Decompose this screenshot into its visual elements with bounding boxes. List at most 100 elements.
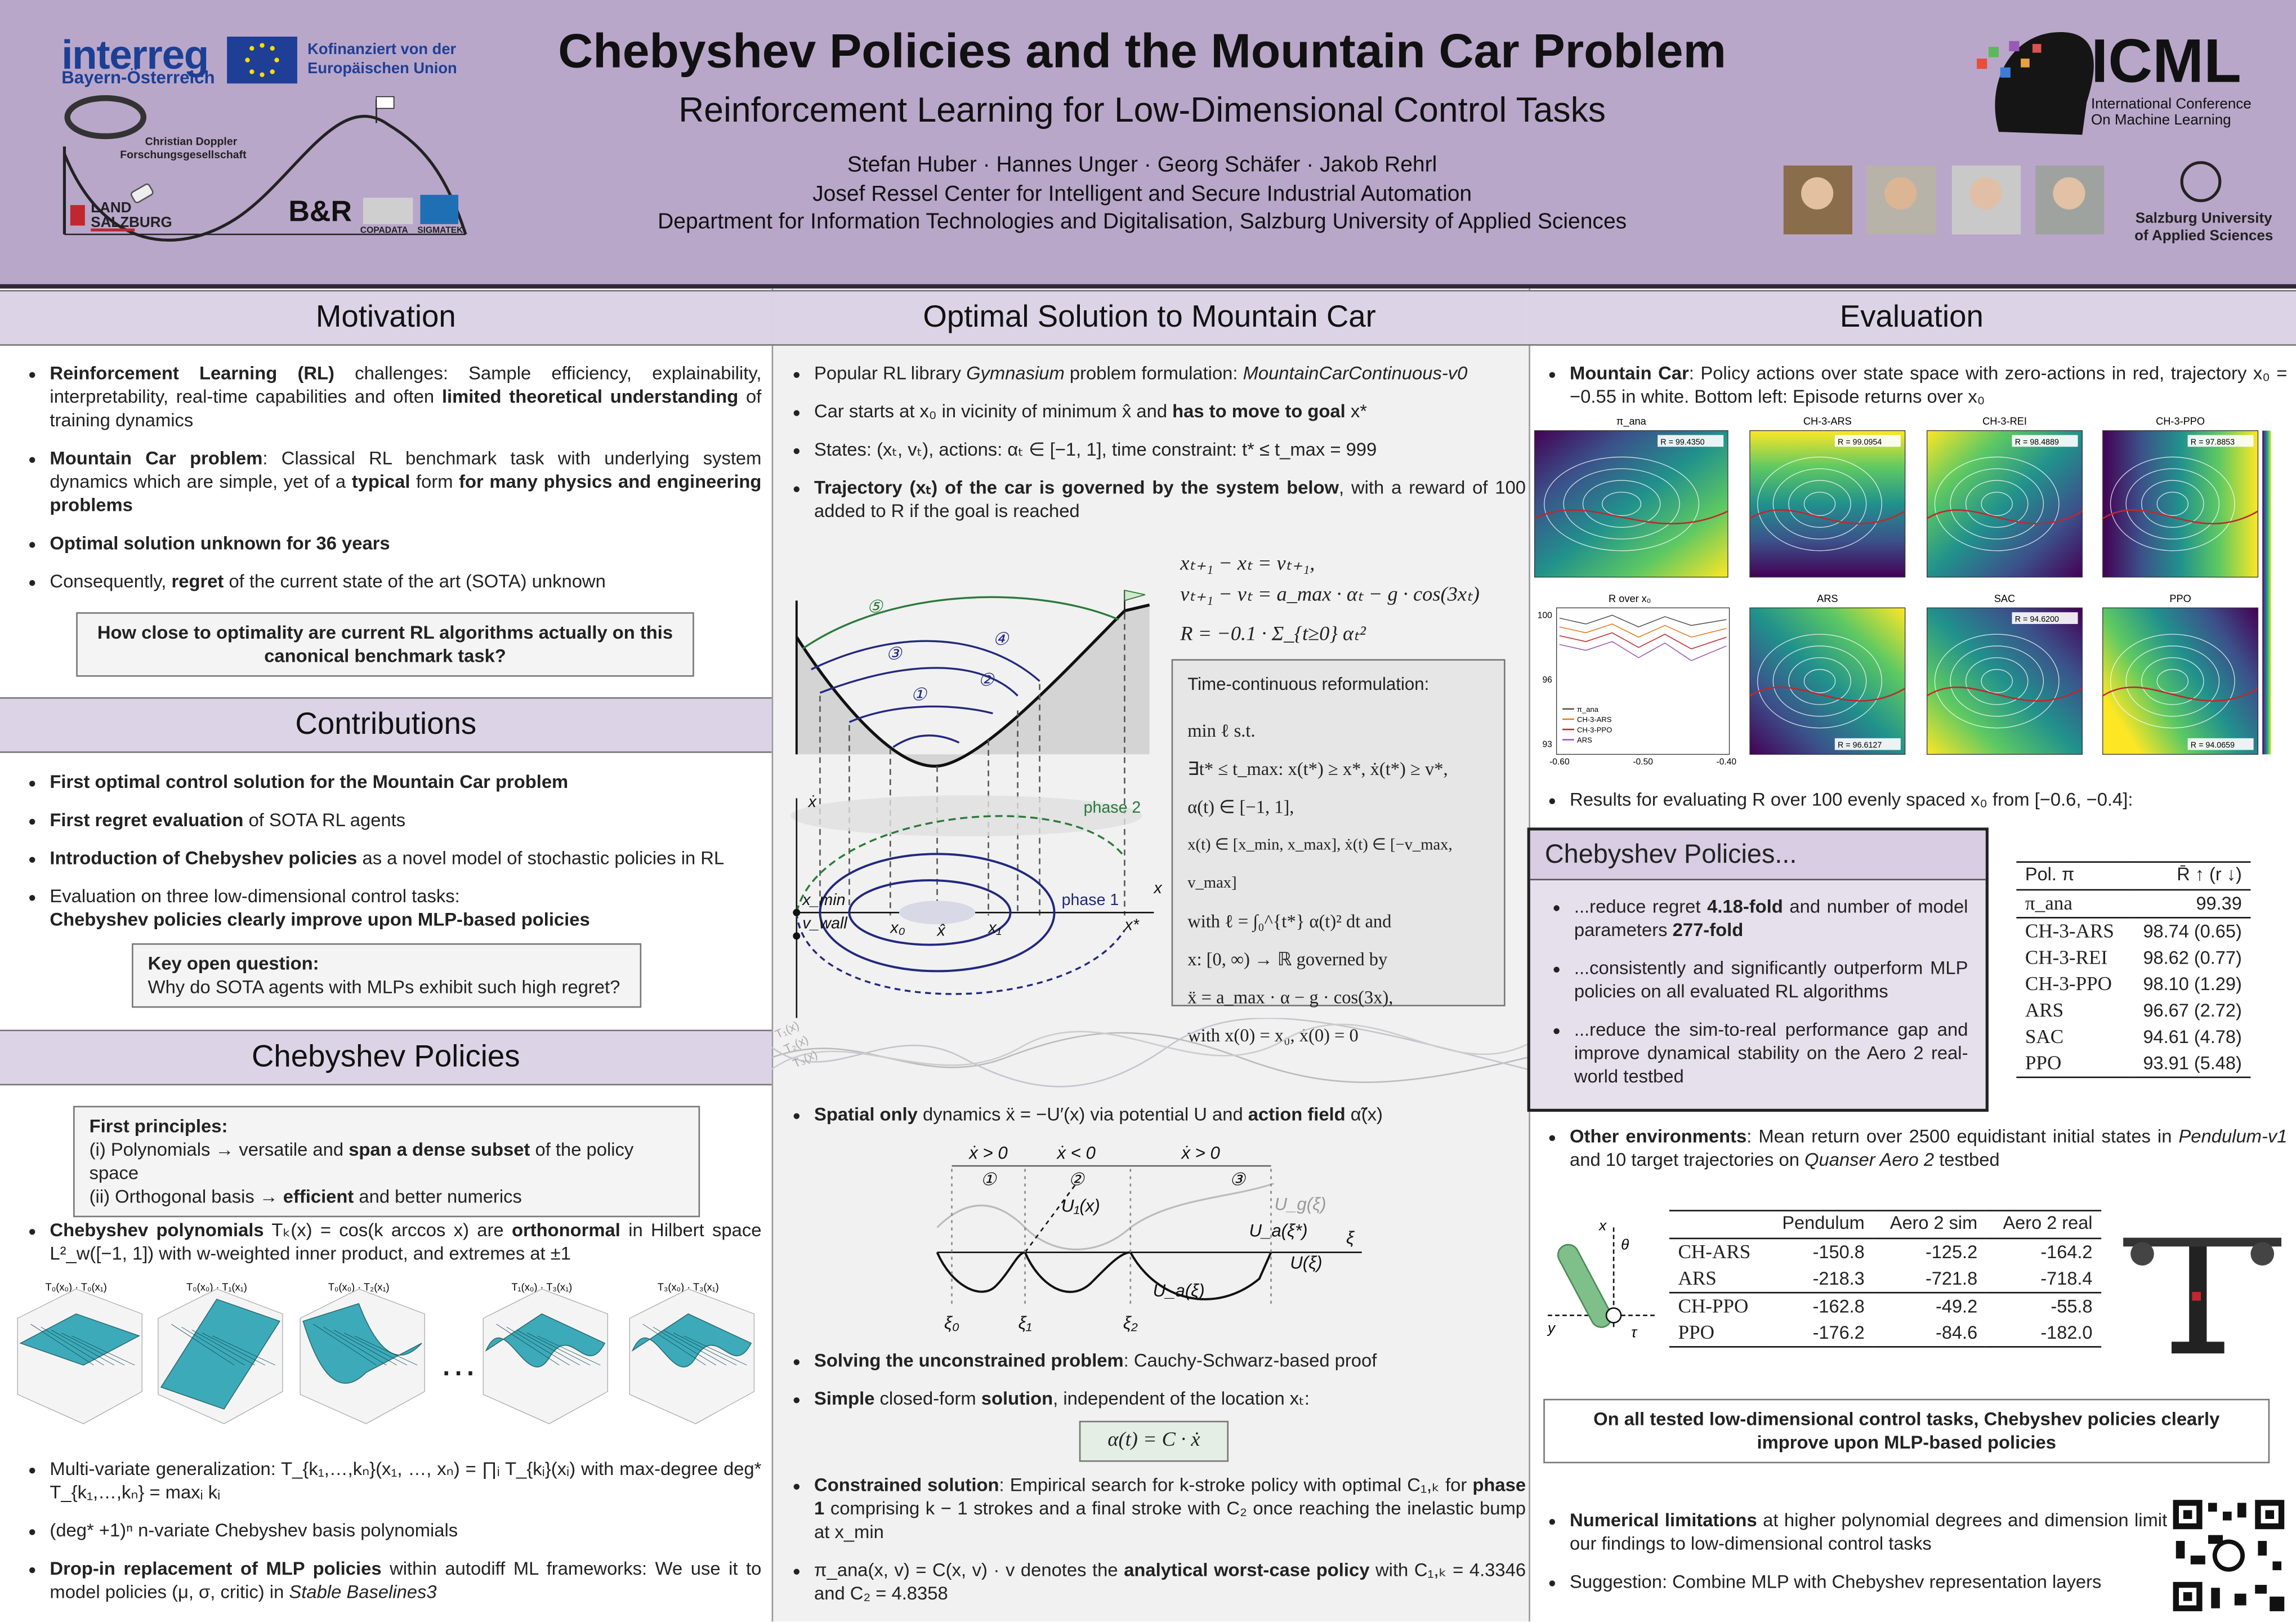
legend-label: ARS — [1577, 736, 1592, 745]
phase-2-path — [796, 815, 1125, 913]
bullet-list: First optimal control solution for the M… — [29, 770, 761, 946]
table-cell: π_ana — [2016, 889, 2129, 918]
figure-label: U(ξ) — [1290, 1253, 1322, 1273]
text-segment: States: (xₜ, vₜ), actions: αₜ ∈ [−1, 1],… — [814, 439, 1377, 460]
trajectory — [1772, 645, 1867, 717]
text-segment: Pendulum-v1 — [2178, 1126, 2288, 1147]
text-segment: and better numerics — [354, 1186, 522, 1207]
zero-action — [1749, 509, 1906, 525]
bullet: Mountain Car problem: Classical RL bench… — [50, 447, 761, 517]
text-segment: Evaluation on three low-dimensional cont… — [50, 886, 460, 907]
table-cell: -150.8 — [1766, 1237, 1874, 1266]
bullet: Mountain Car: Policy actions over state … — [1570, 362, 2287, 408]
bullet-list: Chebyshev polynomials Tₖ(x) = cos(k arcc… — [29, 1219, 761, 1280]
zero-action — [1926, 509, 2083, 525]
table-row: CH-3-PPO 98.10 (1.29) — [2016, 971, 2250, 997]
surface-grid — [527, 1333, 591, 1366]
trajectory — [1544, 456, 1700, 551]
table-row: CH-ARS -150.8 -125.2 -164.2 — [1669, 1237, 2102, 1266]
wave — [771, 1018, 1527, 1088]
trajectory — [1981, 669, 2013, 693]
text-segment: Stable Baselines3 — [289, 1581, 437, 1603]
university-logo — [2180, 161, 2222, 202]
principle: (i) Polynomials → versatile and span a d… — [90, 1138, 684, 1185]
bullet-list: Multi-variate generalization: T_{k₁,…,kₙ… — [29, 1458, 761, 1619]
sigmatek-text: SIGMATEK — [417, 227, 463, 236]
text-segment: (i) Polynomials → versatile and — [89, 1139, 349, 1160]
copadata-logo — [363, 198, 413, 224]
text-segment: challenges: Sample efficiency, explainab… — [50, 363, 762, 408]
start-region — [899, 901, 976, 925]
text-segment: span a dense subset — [349, 1139, 530, 1160]
surface-plots: T₀(x₀) · T₀(x₁) T₀(x₀) · T₁(x₁) T₀(x₀) · T… — [17, 1281, 755, 1424]
trajectory — [1934, 456, 2060, 551]
land-text: LAND SALZBURG — [91, 200, 172, 231]
trajectory — [1934, 634, 2060, 729]
trajectory — [1788, 657, 1851, 705]
surface-grid — [684, 1335, 747, 1366]
table-header: Aero 2 real — [2003, 1213, 2093, 1233]
text-segment: Numerical limitations — [1570, 1510, 1757, 1531]
text-segment: phase 1 — [814, 1475, 1526, 1519]
rect — [2272, 1561, 2282, 1571]
trajectory — [1757, 634, 1882, 729]
reformulation-line: α(t) ∈ [−1, 1], — [1187, 796, 1294, 818]
bullet: (deg* +1)ⁿ n-variate Chebyshev basis pol… — [50, 1519, 761, 1543]
heatmap-title: ARS — [1817, 593, 1838, 604]
trajectory — [2141, 657, 2204, 705]
subtitle: Reinforcement Learning for Low-Dimension… — [678, 91, 1606, 131]
surface-grid — [537, 1335, 601, 1366]
icml-pixels — [1977, 41, 2042, 78]
figure-label: τ — [1631, 1324, 1638, 1341]
heatmap-title: CH-3-PPO — [2156, 416, 2205, 427]
reformulation-line: x(t) ∈ [x_min, x_max], ẋ(t) ∈ [−v_max, v… — [1187, 836, 1453, 892]
chebyshev-waves: T₁(x)T₂(x)T₃(x) — [771, 1018, 1527, 1088]
text-segment: of training dynamics — [50, 386, 762, 431]
r-label: R = 94.6200 — [2015, 615, 2059, 624]
table-cell: CH-3-ARS — [2016, 917, 2129, 945]
reformulation-box: Time-continuous reformulation: min ℓ s.t… — [1171, 659, 1506, 1046]
trajectory — [2125, 468, 2220, 540]
stroke-arc — [811, 640, 1040, 682]
surface — [631, 1313, 752, 1367]
principles-box: First principles: (i) Polynomials → vers… — [73, 1106, 700, 1218]
surface-grid — [51, 1330, 115, 1366]
heatmap — [1927, 430, 2083, 578]
circle — [245, 57, 250, 63]
bullet: Introduction of Chebyshev policies as a … — [50, 846, 761, 870]
text-segment: Quanser Aero 2 — [1804, 1149, 1935, 1171]
r-label-box — [2012, 612, 2078, 624]
figure-label: v_wall — [802, 915, 847, 933]
x-tick-label: -0.60 — [1549, 757, 1570, 767]
table-header: Aero 2 sim — [1889, 1213, 1978, 1233]
surface-title: T₀(x₀) · T₂(x₁) — [328, 1281, 390, 1293]
surface-grid — [642, 1324, 706, 1366]
bullet-list: Numerical limitations at higher polynomi… — [1549, 1509, 2167, 1608]
text-segment: typical — [351, 471, 410, 492]
figure-label: θ — [1621, 1236, 1629, 1253]
table-cell: ARS — [2025, 999, 2064, 1021]
x-tick-label: -0.50 — [1633, 757, 1653, 767]
rect — [2208, 1503, 2217, 1512]
circle — [1801, 177, 1834, 210]
rect — [2270, 1596, 2285, 1611]
surface-grid — [171, 1324, 235, 1366]
text-segment: : Classical RL benchmark task with under… — [50, 448, 762, 492]
figure-label: ξ₂ — [1123, 1313, 1138, 1333]
surface — [302, 1303, 422, 1384]
section-heading: Optimal Solution to Mountain Car — [771, 289, 1527, 346]
header: interreg Bayern-Österreich Kofinanziert … — [0, 0, 2296, 289]
rect — [2234, 1593, 2246, 1606]
text-segment: α̃(x) — [1345, 1104, 1383, 1125]
r-label-box — [2187, 435, 2254, 447]
text-segment: : Empirical search for k-stroke policy w… — [999, 1475, 1473, 1496]
figure-label: ① — [911, 685, 928, 705]
r-label: R = 96.6127 — [1838, 741, 1882, 750]
conclusion-box: On all tested low-dimensional control ta… — [1543, 1398, 2270, 1464]
stroke-arc — [802, 596, 1119, 650]
text-segment: Introduction of Chebyshev policies — [50, 848, 358, 869]
table-cell: -182.0 — [2040, 1322, 2093, 1343]
